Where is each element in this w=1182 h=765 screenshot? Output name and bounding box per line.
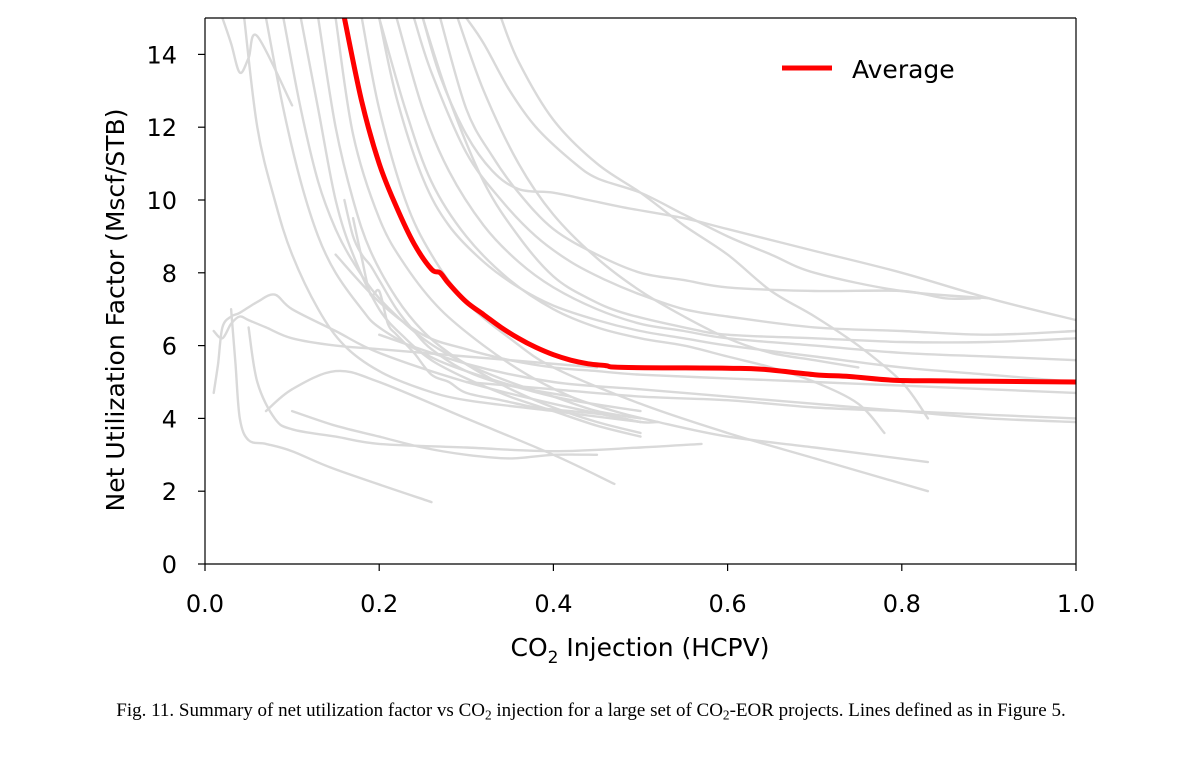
project-series-line-13 — [343, 198, 572, 398]
legend-label-average: Average — [852, 55, 955, 84]
project-series-line-29 — [290, 409, 599, 460]
project-series-line-27 — [334, 253, 1076, 395]
figure-caption: Fig. 11. Summary of net utilization fact… — [0, 700, 1182, 722]
average-series-line — [341, 18, 1076, 385]
x-tick-label: 0.4 — [534, 590, 572, 618]
x-axis-title-main: CO — [511, 633, 548, 662]
y-tick-label: 6 — [162, 333, 177, 361]
project-series-line-24 — [378, 18, 886, 435]
project-series-line-25 — [456, 18, 860, 369]
y-axis-title: Net Utilization Factor (Mscf/STB) — [101, 109, 130, 512]
project-series-line-5 — [247, 326, 703, 453]
y-tick-label: 8 — [162, 260, 177, 288]
x-tick-label: 1.0 — [1057, 590, 1095, 618]
x-axis-title-subscript: 2 — [548, 648, 559, 668]
caption-tail: -EOR projects. Lines defined as in Figur… — [729, 700, 1066, 721]
y-tick-label: 4 — [162, 405, 177, 433]
y-tick-label: 0 — [162, 551, 177, 579]
x-tick-label: 0.2 — [360, 590, 398, 618]
caption-lead: Fig. 11. Summary of net utilization fact… — [116, 700, 485, 721]
project-series-line-17 — [395, 18, 1076, 362]
project-series-line-19 — [421, 18, 1076, 322]
x-tick-label: 0.8 — [883, 590, 921, 618]
project-series-line-20 — [465, 18, 991, 300]
plot-frame — [204, 17, 1077, 565]
project-series-line-15 — [360, 18, 930, 493]
project-series-line-18 — [412, 18, 1076, 336]
y-tick-label: 2 — [162, 478, 177, 506]
project-series-line-28 — [378, 333, 1076, 424]
project-series-line-7 — [243, 18, 642, 424]
axis-ticks: 0.0 0.2 0.4 0.6 0.8 1.0 0 2 4 6 8 10 12 14 — [146, 41, 1095, 618]
caption-subscript-2: 2 — [722, 707, 730, 723]
project-series-line-4 — [264, 369, 616, 486]
caption-subscript-1: 2 — [484, 707, 492, 723]
x-axis-title-rest: Injection (HCPV) — [558, 633, 769, 662]
project-series-line-22 — [421, 18, 1076, 344]
project-series-line-12 — [351, 217, 660, 424]
project-series-line-8 — [264, 18, 642, 413]
project-series-line-23 — [499, 18, 930, 420]
y-tick-label: 10 — [146, 187, 177, 215]
y-tick-label: 12 — [146, 114, 177, 142]
project-series-line-1 — [229, 308, 433, 504]
y-tick-label: 14 — [146, 41, 177, 69]
chart: 0.0 0.2 0.4 0.6 0.8 1.0 0 2 4 6 8 10 12 14 Net Utiliz… — [101, 17, 1095, 668]
legend: Average — [782, 55, 955, 84]
project-series-line-9 — [282, 18, 642, 420]
data-series-layer — [212, 18, 1076, 504]
x-tick-label: 0.6 — [709, 590, 747, 618]
project-series-line-6 — [221, 18, 294, 107]
project-series-line-10 — [299, 18, 642, 438]
project-series-line-16 — [378, 18, 1076, 384]
project-series-line-21 — [439, 18, 982, 301]
caption-mid: injection for a large set of CO — [491, 700, 723, 721]
x-tick-label: 0.0 — [186, 590, 224, 618]
x-axis-title: CO2 Injection (HCPV) — [511, 633, 770, 668]
average-series-layer — [341, 18, 1076, 385]
project-series-line-26 — [465, 380, 1076, 420]
